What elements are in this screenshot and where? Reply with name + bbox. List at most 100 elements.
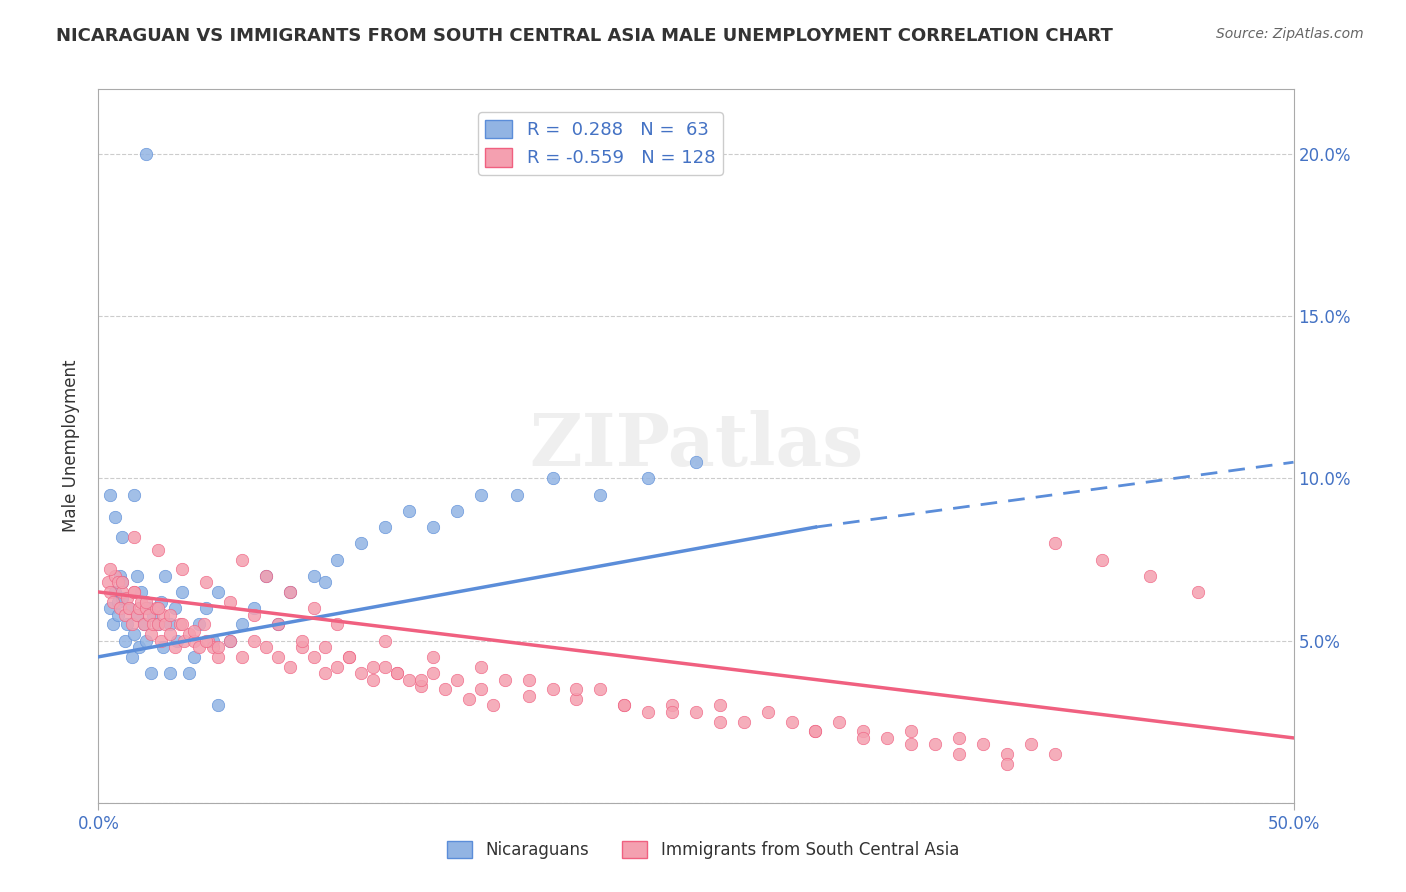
Point: [131, 585, 153, 599]
Point: [118, 601, 141, 615]
Point: [166, 633, 188, 648]
Point: [107, 575, 129, 590]
Point: [446, 673, 468, 687]
Point: [195, 601, 218, 615]
Point: [852, 724, 875, 739]
Point: [138, 601, 160, 615]
Point: [1139, 568, 1161, 582]
Point: [132, 617, 155, 632]
Point: [98, 585, 122, 599]
Point: [101, 617, 124, 632]
Point: [145, 601, 167, 615]
Point: [183, 624, 205, 638]
Point: [135, 633, 157, 648]
Point: [98, 601, 122, 615]
Point: [155, 617, 177, 632]
Point: [231, 617, 253, 632]
Point: [613, 698, 636, 713]
Point: [398, 673, 420, 687]
Point: [315, 640, 337, 654]
Point: [149, 595, 172, 609]
Point: [101, 595, 124, 609]
Text: Source: ZipAtlas.com: Source: ZipAtlas.com: [1216, 27, 1364, 41]
Point: [1043, 536, 1066, 550]
Point: [302, 649, 325, 664]
Point: [422, 649, 444, 664]
Point: [111, 575, 134, 590]
Point: [159, 627, 181, 641]
Point: [541, 682, 564, 697]
Point: [446, 504, 468, 518]
Point: [173, 633, 195, 648]
Point: [278, 659, 301, 673]
Point: [125, 607, 148, 622]
Point: [661, 705, 683, 719]
Point: [131, 595, 153, 609]
Point: [172, 617, 194, 632]
Point: [207, 640, 229, 654]
Point: [709, 714, 731, 729]
Point: [124, 585, 146, 599]
Point: [152, 640, 174, 654]
Point: [195, 575, 218, 590]
Legend: Nicaraguans, Immigrants from South Central Asia: Nicaraguans, Immigrants from South Centr…: [440, 834, 966, 866]
Point: [111, 591, 134, 606]
Point: [613, 698, 636, 713]
Point: [183, 649, 205, 664]
Point: [104, 568, 127, 582]
Point: [202, 640, 225, 654]
Point: [152, 607, 174, 622]
Point: [111, 530, 134, 544]
Point: [302, 601, 325, 615]
Point: [148, 617, 170, 632]
Point: [128, 640, 150, 654]
Point: [1187, 585, 1209, 599]
Point: [124, 530, 146, 544]
Point: [132, 617, 155, 632]
Point: [541, 471, 564, 485]
Point: [756, 705, 779, 719]
Point: [637, 471, 659, 485]
Point: [291, 633, 314, 648]
Point: [948, 731, 970, 745]
Point: [114, 633, 136, 648]
Point: [948, 747, 970, 761]
Point: [219, 595, 242, 609]
Point: [104, 585, 127, 599]
Point: [374, 520, 396, 534]
Text: ZIPatlas: ZIPatlas: [529, 410, 863, 482]
Point: [470, 488, 492, 502]
Point: [267, 649, 290, 664]
Point: [326, 617, 349, 632]
Point: [142, 617, 165, 632]
Point: [193, 617, 215, 632]
Point: [302, 568, 325, 582]
Point: [385, 666, 409, 681]
Point: [104, 510, 127, 524]
Point: [142, 607, 165, 622]
Point: [565, 692, 588, 706]
Point: [135, 147, 157, 161]
Point: [326, 659, 349, 673]
Point: [709, 698, 731, 713]
Point: [187, 640, 209, 654]
Point: [159, 617, 181, 632]
Point: [219, 633, 242, 648]
Point: [470, 682, 492, 697]
Point: [315, 666, 337, 681]
Text: NICARAGUAN VS IMMIGRANTS FROM SOUTH CENTRAL ASIA MALE UNEMPLOYMENT CORRELATION C: NICARAGUAN VS IMMIGRANTS FROM SOUTH CENT…: [56, 27, 1114, 45]
Point: [685, 455, 707, 469]
Point: [565, 682, 588, 697]
Point: [804, 724, 827, 739]
Point: [1043, 747, 1066, 761]
Point: [411, 673, 433, 687]
Point: [434, 682, 457, 697]
Point: [172, 562, 194, 576]
Point: [128, 601, 150, 615]
Point: [470, 659, 492, 673]
Point: [637, 705, 659, 719]
Point: [900, 738, 922, 752]
Point: [231, 552, 253, 566]
Point: [124, 488, 146, 502]
Point: [125, 607, 148, 622]
